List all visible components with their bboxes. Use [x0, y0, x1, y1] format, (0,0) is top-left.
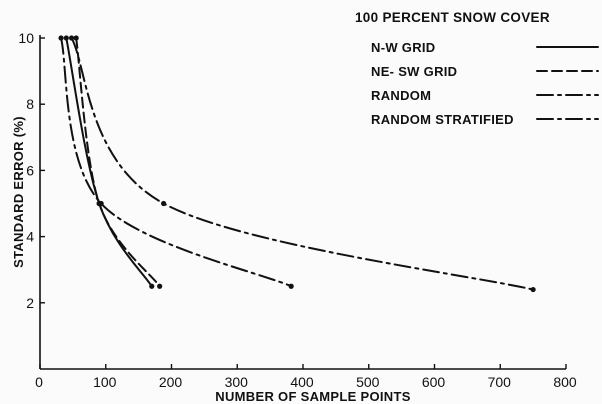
legend-label-random: RANDOM	[371, 88, 431, 103]
data-point-random	[58, 35, 64, 41]
series-line-random-stratified	[70, 37, 535, 291]
y-tick-label: 4	[26, 229, 34, 245]
data-point-ne-sw-grid	[157, 283, 163, 289]
legend-label-ne-sw-grid: NE- SW GRID	[371, 64, 457, 79]
axes-layer: 0 100 200 300 400 500 600 700 800 2 4 6 8 10	[18, 30, 576, 390]
x-tick-label: 600	[422, 374, 446, 390]
x-tick-label: 800	[553, 374, 577, 390]
data-point-ne-sw-grid	[73, 35, 79, 41]
legend-title: 100 PERCENT SNOW COVER	[355, 10, 550, 25]
data-point-random-stratified	[530, 286, 536, 293]
y-tick-label: 8	[26, 96, 34, 112]
data-point-n-w-grid	[149, 283, 155, 289]
x-tick-label: 400	[290, 374, 314, 390]
series-layer	[58, 35, 536, 293]
x-tick-label: 200	[159, 374, 183, 390]
data-point-random	[288, 283, 294, 289]
y-tick-label: 10	[18, 30, 34, 46]
legend-label-random-stratified: RANDOM STRATIFIED	[371, 112, 514, 127]
data-point-n-w-grid	[63, 35, 69, 41]
y-tick-label: 2	[26, 295, 34, 311]
x-tick-label: 0	[35, 374, 43, 390]
x-tick-label: 300	[225, 374, 249, 390]
y-tick-label: 6	[26, 162, 34, 178]
data-point-random-stratified	[161, 200, 167, 207]
x-axis-title: NUMBER OF SAMPLE POINTS	[215, 389, 410, 404]
series-line-random	[60, 37, 293, 288]
data-point-random	[98, 200, 104, 207]
x-tick-label: 500	[356, 374, 380, 390]
data-point-random-stratified	[68, 35, 75, 41]
x-tick-label: 700	[488, 374, 512, 390]
y-axis-title: STANDARD ERROR (%)	[11, 116, 26, 268]
legend-label-n-w-grid: N-W GRID	[371, 40, 436, 55]
x-tick-label: 100	[93, 374, 117, 390]
legend-layer: N-W GRID NE- SW GRID RANDOM RANDOM STRATIFI…	[371, 40, 599, 127]
